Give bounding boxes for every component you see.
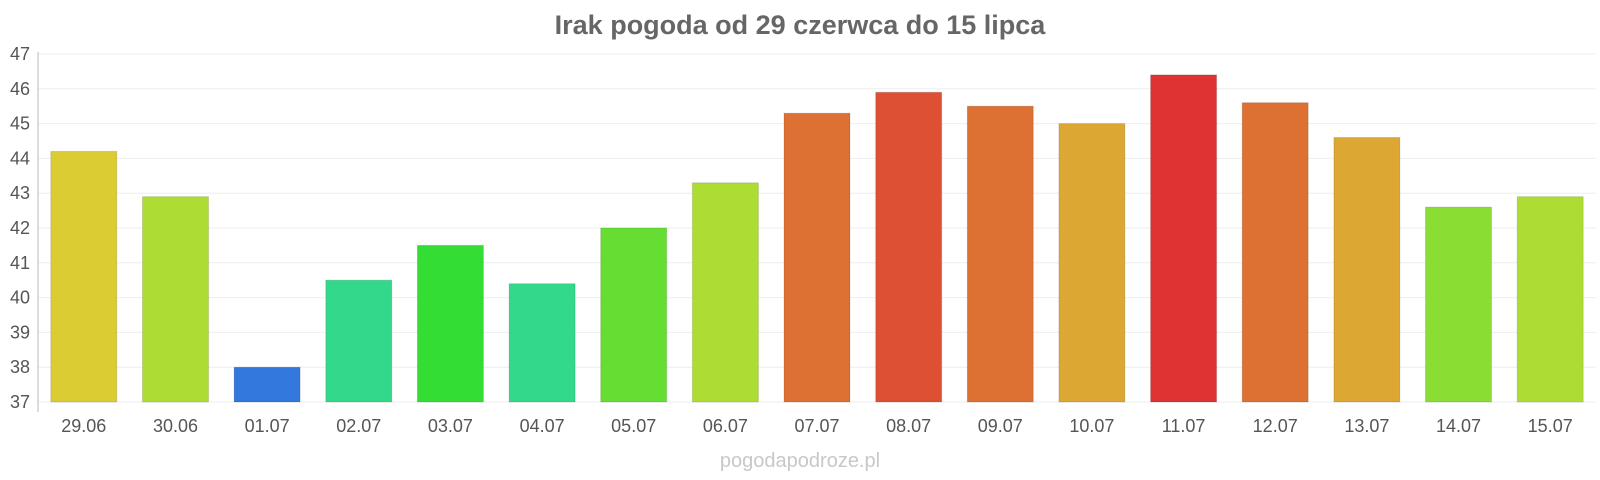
x-tick-label: 01.07 <box>245 416 290 436</box>
x-tick-label: 10.07 <box>1069 416 1114 436</box>
bars <box>50 74 1584 403</box>
y-tick-label: 38 <box>10 357 30 377</box>
bar-10.07 <box>1058 123 1126 403</box>
bar-02.07 <box>325 279 393 403</box>
bar-29.06 <box>50 150 118 403</box>
x-tick-label: 13.07 <box>1344 416 1389 436</box>
x-tick-label: 05.07 <box>611 416 656 436</box>
bar-11.07 <box>1150 74 1218 403</box>
x-tick-label: 04.07 <box>520 416 565 436</box>
x-tick-label: 08.07 <box>886 416 931 436</box>
bar-03.07 <box>416 244 484 403</box>
bar-30.06 <box>142 196 209 403</box>
bar-13.07 <box>1333 137 1401 403</box>
bar-09.07 <box>966 105 1034 403</box>
x-tick-label: 29.06 <box>61 416 106 436</box>
bar-01.07 <box>233 366 301 403</box>
y-axis-ticks: 37 38 39 40 41 42 43 44 45 46 47 <box>10 44 30 412</box>
bar-04.07 <box>508 283 576 403</box>
y-tick-label: 44 <box>10 148 30 168</box>
x-tick-label: 07.07 <box>794 416 839 436</box>
y-tick-label: 40 <box>10 288 30 308</box>
chart-title: Irak pogoda od 29 czerwca do 15 lipca <box>554 10 1046 40</box>
x-tick-label: 14.07 <box>1436 416 1481 436</box>
y-tick-label: 41 <box>10 253 30 273</box>
watermark: pogodapodroze.pl <box>719 450 881 472</box>
y-tick-label: 37 <box>10 392 30 412</box>
bar-05.07 <box>600 227 668 403</box>
x-tick-label: 03.07 <box>428 416 473 436</box>
bar-12.07 <box>1241 102 1309 403</box>
bar-14.07 <box>1425 206 1492 403</box>
x-tick-label: 02.07 <box>336 416 381 436</box>
y-tick-label: 42 <box>10 218 30 238</box>
bar-08.07 <box>875 91 943 403</box>
y-tick-label: 43 <box>10 183 30 203</box>
y-tick-label: 46 <box>10 79 30 99</box>
x-tick-label: 11.07 <box>1162 416 1206 436</box>
y-tick-label: 45 <box>10 114 30 134</box>
x-tick-label: 09.07 <box>978 416 1023 436</box>
bar-06.07 <box>691 182 759 403</box>
x-tick-label: 15.07 <box>1528 416 1573 436</box>
y-tick-label: 47 <box>10 44 30 64</box>
x-tick-label: 06.07 <box>703 416 748 436</box>
bar-15.07 <box>1516 196 1584 403</box>
x-tick-label: 30.06 <box>153 416 198 436</box>
x-axis-ticks: 29.06 30.06 01.07 02.07 03.07 04.07 05.07 06.07… <box>61 416 1572 436</box>
x-tick-label: 12.07 <box>1253 416 1298 436</box>
bar-07.07 <box>783 112 851 403</box>
y-tick-label: 39 <box>10 322 30 342</box>
